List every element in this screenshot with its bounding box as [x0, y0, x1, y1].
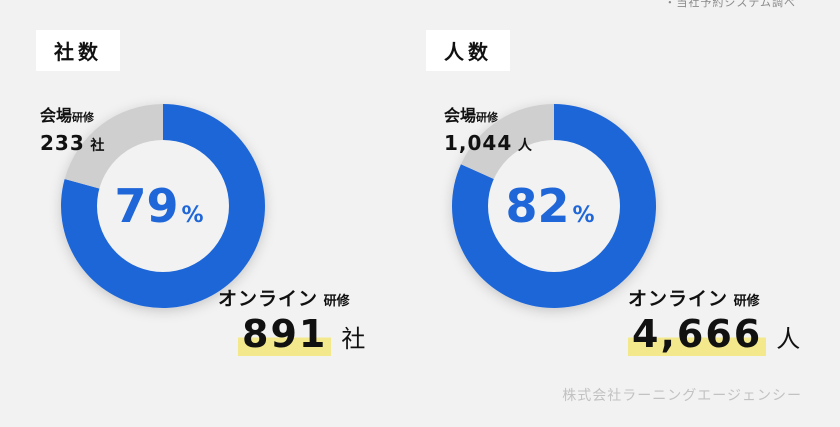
online-unit: 人 [776, 325, 801, 353]
companies-donut-chart: 79% [61, 104, 265, 308]
participants-panel: 人数 82% 会場研修 1,044 人 オンライン 研修 4,666 人 [400, 0, 800, 427]
participants-donut-chart: 82% [452, 104, 656, 309]
venue-suffix: 研修 [476, 111, 499, 124]
panel-title: 人数 [426, 30, 510, 71]
venue-suffix: 研修 [72, 111, 95, 124]
venue-value: 1,044 [444, 131, 513, 155]
venue-value: 233 [40, 131, 85, 155]
venue-label: 会場研修 233 社 [40, 104, 104, 158]
venue-name: 会場 [444, 106, 477, 125]
donut-hole [97, 140, 229, 272]
online-label: オンライン 研修 [628, 284, 760, 311]
venue-name: 会場 [40, 106, 73, 125]
panel-title: 社数 [36, 30, 120, 71]
online-count: 4,666 人 [628, 312, 800, 356]
venue-label: 会場研修 1,044 人 [444, 104, 532, 158]
venue-unit: 人 [517, 138, 532, 154]
company-credit: 株式会社ラーニングエージェンシー [562, 388, 802, 404]
center-percentage: 79% [114, 179, 203, 233]
online-suffix: 研修 [733, 294, 760, 309]
donut-hole [488, 140, 620, 272]
online-unit: 社 [341, 325, 366, 353]
online-suffix: 研修 [323, 294, 350, 309]
companies-panel: 社数 79% 会場研修 233 社 オンライン 研修 891 社 [0, 0, 400, 427]
online-count: 891 社 [238, 312, 365, 356]
online-value: 4,666 [628, 312, 767, 356]
online-name: オンライン [628, 288, 729, 310]
online-name: オンライン [218, 288, 319, 310]
online-value: 891 [238, 312, 332, 356]
source-note: ・当社予約システム調べ [664, 0, 796, 9]
online-label: オンライン 研修 [218, 284, 350, 311]
center-percentage: 82% [505, 179, 594, 233]
venue-unit: 社 [90, 138, 105, 154]
